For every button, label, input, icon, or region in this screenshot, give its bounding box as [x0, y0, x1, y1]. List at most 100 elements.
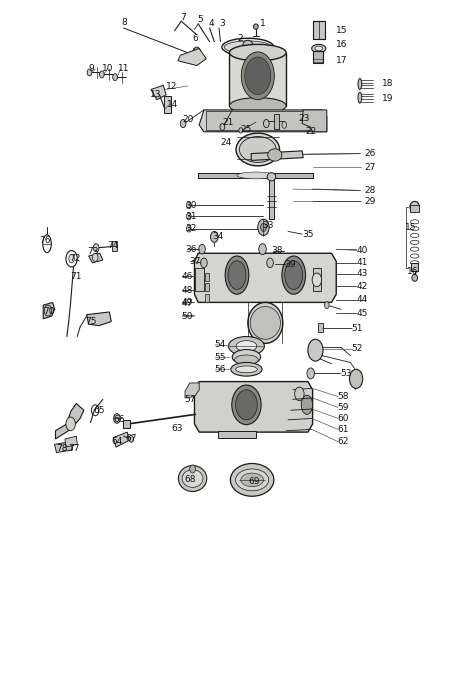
Circle shape [100, 71, 104, 78]
Text: 41: 41 [356, 259, 367, 267]
Circle shape [210, 231, 218, 242]
Text: 55: 55 [214, 352, 226, 362]
Circle shape [87, 69, 92, 76]
Ellipse shape [312, 44, 326, 53]
Ellipse shape [301, 395, 313, 415]
Text: 63: 63 [172, 423, 183, 432]
Text: 39: 39 [284, 260, 296, 269]
Text: 61: 61 [337, 425, 349, 434]
Ellipse shape [250, 306, 281, 339]
Text: 37: 37 [189, 257, 201, 266]
Polygon shape [194, 382, 313, 432]
Text: 8: 8 [121, 18, 127, 27]
Text: 73: 73 [88, 248, 99, 256]
Bar [205, 293, 209, 302]
Text: 10: 10 [102, 64, 114, 73]
Text: 65: 65 [93, 406, 105, 415]
Polygon shape [302, 110, 327, 132]
Text: 19: 19 [382, 94, 393, 103]
Bar [410, 205, 419, 212]
Ellipse shape [225, 256, 249, 294]
Text: 22: 22 [305, 127, 316, 136]
Polygon shape [178, 49, 206, 66]
Text: 33: 33 [263, 222, 274, 231]
Text: 56: 56 [214, 365, 226, 373]
Ellipse shape [236, 341, 257, 352]
Text: 32: 32 [185, 224, 196, 233]
Bar [274, 114, 279, 129]
Ellipse shape [236, 366, 257, 373]
Text: 57: 57 [184, 395, 196, 404]
Polygon shape [194, 253, 336, 302]
Ellipse shape [222, 38, 274, 56]
Ellipse shape [178, 466, 207, 492]
Text: 67: 67 [126, 434, 137, 443]
Bar [205, 273, 209, 281]
Polygon shape [185, 383, 199, 398]
Circle shape [239, 128, 243, 133]
Text: 20: 20 [182, 115, 194, 124]
Ellipse shape [412, 274, 418, 281]
Bar [313, 51, 323, 64]
Circle shape [186, 225, 191, 232]
Bar [112, 241, 117, 250]
Text: 46: 46 [181, 272, 192, 281]
Text: 68: 68 [184, 475, 196, 484]
Text: 34: 34 [212, 233, 224, 241]
Text: 25: 25 [241, 124, 252, 133]
Text: 77: 77 [68, 444, 79, 453]
Circle shape [220, 124, 225, 131]
Bar [205, 282, 209, 291]
Polygon shape [251, 151, 303, 161]
Text: 14: 14 [167, 100, 178, 109]
Text: 23: 23 [299, 114, 310, 122]
Circle shape [307, 368, 315, 379]
Text: 3: 3 [219, 19, 225, 29]
Polygon shape [198, 173, 313, 178]
Text: 21: 21 [222, 118, 233, 127]
Polygon shape [89, 253, 103, 263]
Ellipse shape [236, 133, 280, 166]
Text: 35: 35 [302, 230, 314, 239]
Text: 53: 53 [340, 369, 352, 378]
Ellipse shape [248, 302, 283, 343]
Circle shape [312, 273, 321, 287]
Ellipse shape [232, 385, 261, 425]
Text: 60: 60 [337, 414, 349, 423]
Text: 1: 1 [260, 19, 265, 29]
Ellipse shape [237, 172, 275, 179]
Text: 17: 17 [336, 56, 348, 65]
Text: 29: 29 [365, 197, 376, 206]
Text: 26: 26 [365, 149, 376, 158]
Circle shape [199, 244, 205, 254]
Circle shape [113, 74, 118, 81]
Text: 31: 31 [185, 212, 197, 221]
Bar [164, 96, 171, 113]
Text: 11: 11 [118, 64, 129, 73]
Text: 16: 16 [407, 267, 419, 276]
Text: 38: 38 [271, 246, 283, 255]
Polygon shape [55, 404, 84, 439]
Text: 28: 28 [365, 186, 376, 195]
Circle shape [129, 436, 134, 443]
Ellipse shape [231, 363, 262, 376]
Text: 49: 49 [181, 298, 192, 307]
Circle shape [66, 417, 75, 431]
Text: 12: 12 [166, 81, 177, 90]
Text: 9: 9 [88, 64, 94, 73]
Text: 58: 58 [337, 392, 349, 401]
Bar [206, 111, 322, 131]
Ellipse shape [241, 473, 264, 487]
Text: 51: 51 [351, 324, 363, 333]
Ellipse shape [285, 261, 303, 289]
Text: 7: 7 [180, 12, 186, 22]
Circle shape [93, 244, 99, 252]
Text: 48: 48 [181, 286, 192, 295]
Ellipse shape [230, 464, 274, 497]
Bar [229, 53, 286, 106]
Circle shape [69, 254, 74, 263]
Circle shape [258, 219, 269, 235]
Text: 66: 66 [113, 415, 125, 424]
Ellipse shape [241, 52, 274, 100]
Circle shape [114, 414, 120, 423]
